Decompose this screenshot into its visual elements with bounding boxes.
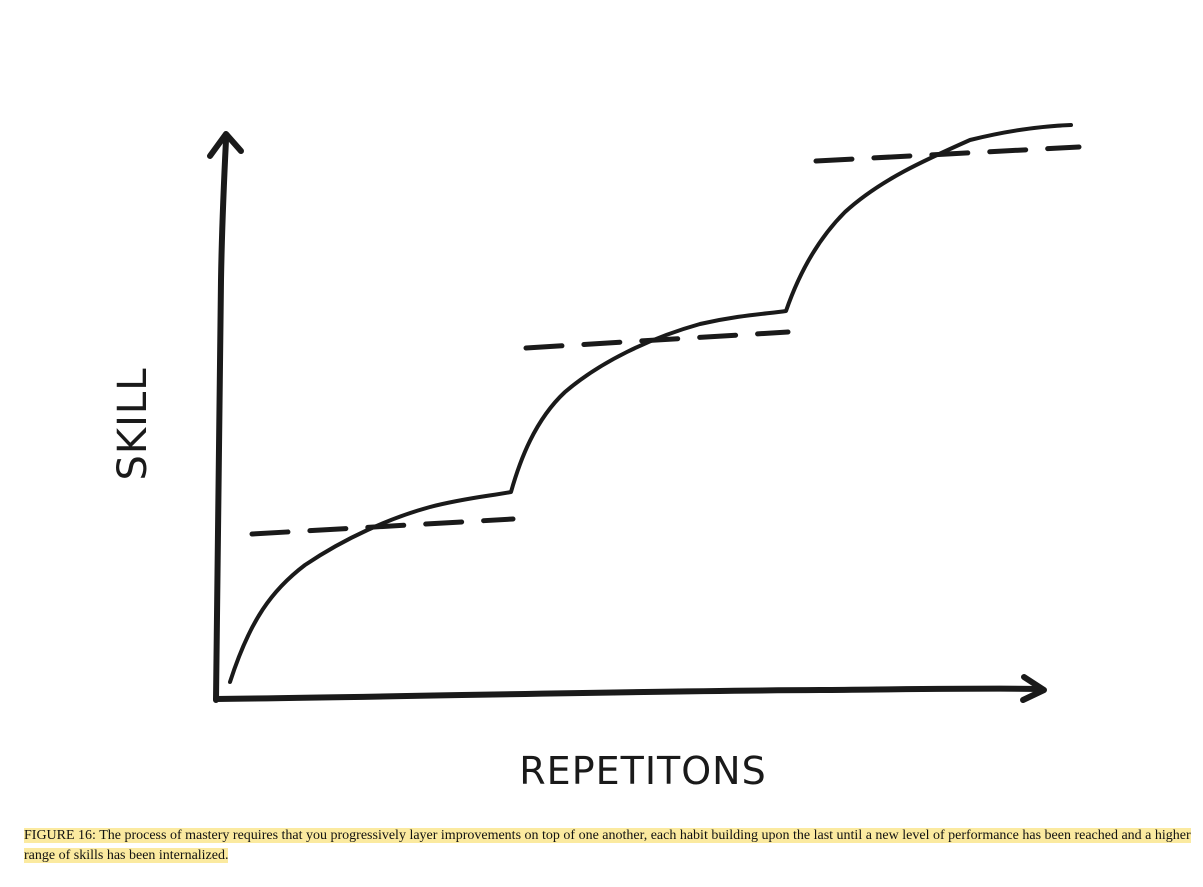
- figure-caption: FIGURE 16: The process of mastery requir…: [24, 826, 1203, 866]
- x-axis-arrowhead: [1020, 674, 1047, 703]
- plateau-dashed-line-1: [249, 516, 516, 537]
- x-axis-label: REPETITONS: [519, 749, 766, 793]
- y-axis-line: [213, 137, 229, 703]
- y-axis-label: SKILL: [110, 368, 156, 481]
- x-axis-line: [213, 685, 1043, 702]
- plateau-dashed-line-3: [813, 144, 1082, 164]
- figure-caption-text: FIGURE 16: The process of mastery requir…: [24, 828, 1191, 863]
- skill-growth-curve: [228, 123, 1073, 684]
- y-axis-arrowhead: [207, 131, 244, 159]
